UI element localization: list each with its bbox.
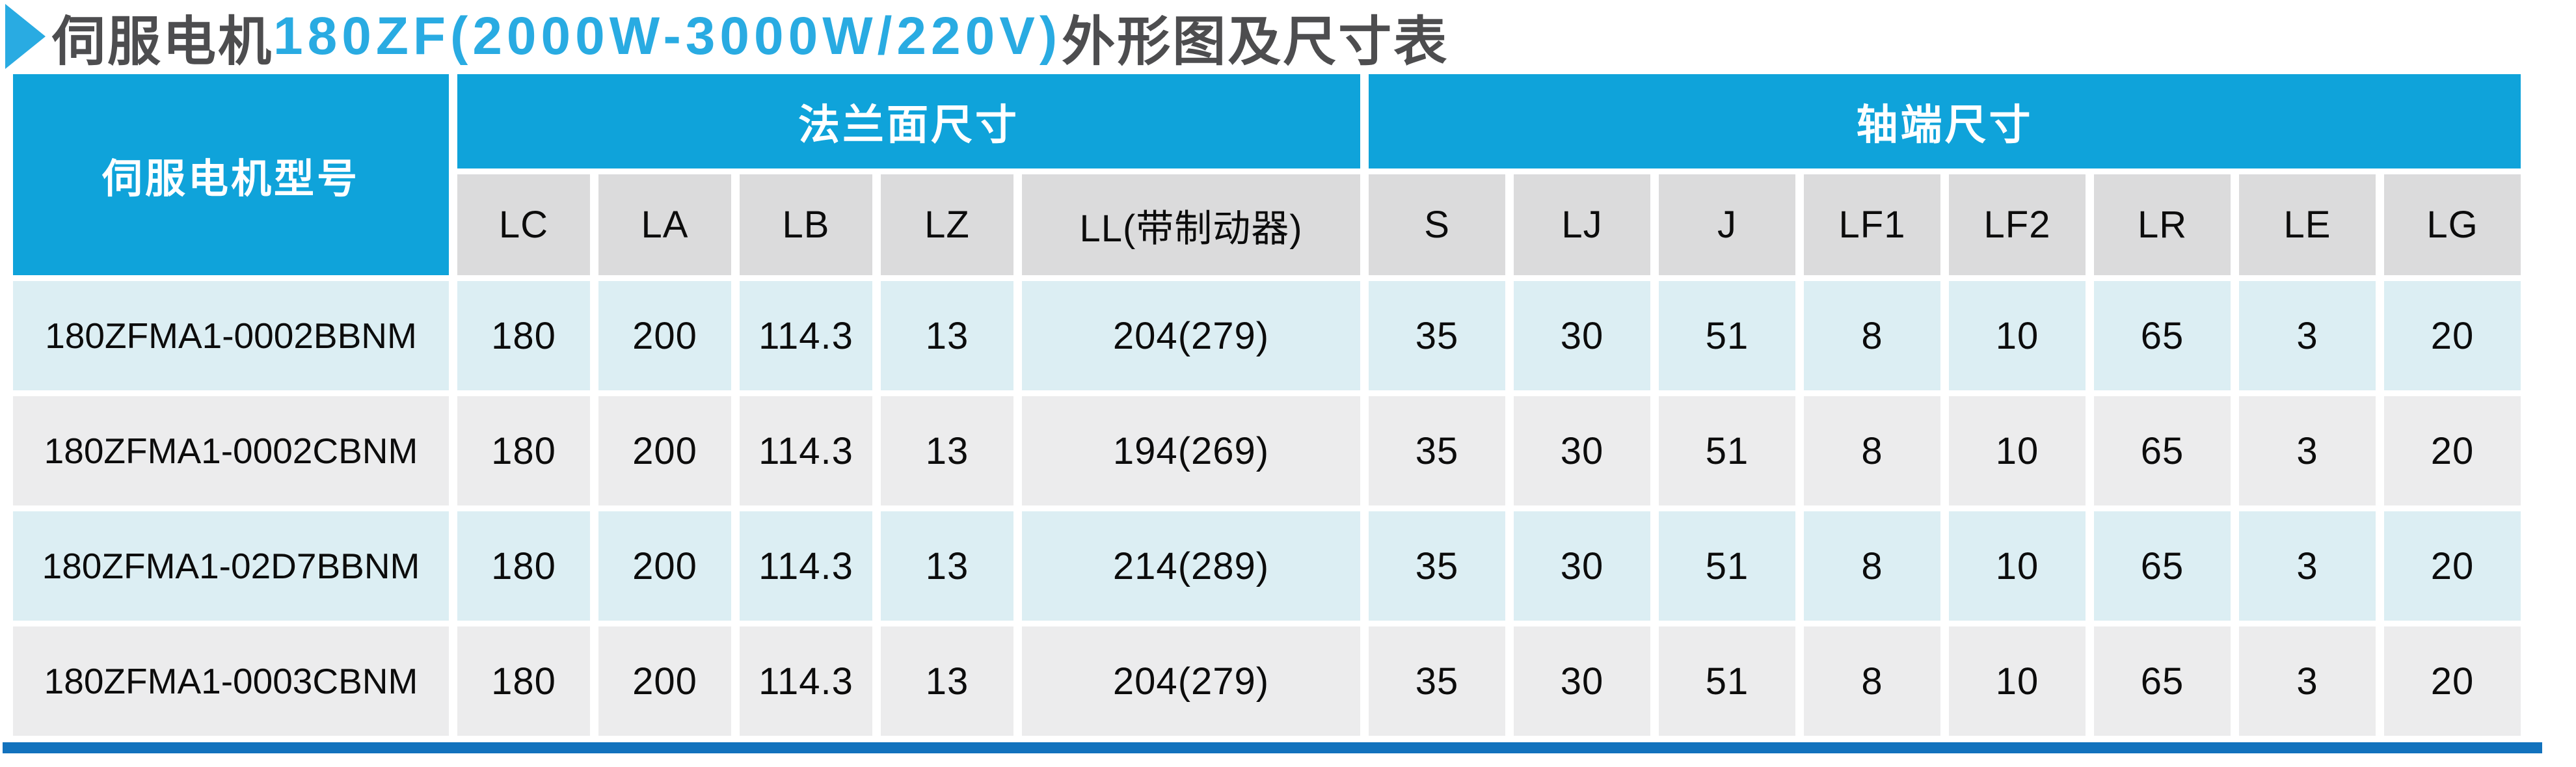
value-cell: 35 xyxy=(1369,626,1506,736)
value-cell: 51 xyxy=(1659,626,1796,736)
col-header-lf1: LF1 xyxy=(1804,174,1941,275)
value-cell: 114.3 xyxy=(740,511,872,621)
value-cell: 30 xyxy=(1514,396,1651,505)
value-cell: 214(289) xyxy=(1022,511,1361,621)
col-header-la: LA xyxy=(598,174,731,275)
table-group-header-row: 伺服电机型号 法兰面尺寸 轴端尺寸 xyxy=(13,74,2521,275)
value-cell: 3 xyxy=(2239,511,2376,621)
value-cell: 35 xyxy=(1369,511,1506,621)
value-cell: 30 xyxy=(1514,626,1651,736)
value-cell: 114.3 xyxy=(740,626,872,736)
page-title: 伺服电机 180ZF(2000W-3000W/220V) 外形图及尺寸表 xyxy=(5,0,1449,73)
value-cell: 180 xyxy=(457,281,590,390)
value-cell: 3 xyxy=(2239,281,2376,390)
value-cell: 20 xyxy=(2384,281,2521,390)
value-cell: 204(279) xyxy=(1022,281,1361,390)
table-row: 180ZFMA1-0002CBNM 180 200 114.3 13 194(2… xyxy=(13,396,2521,505)
model-cell: 180ZFMA1-0002CBNM xyxy=(13,396,449,505)
value-cell: 65 xyxy=(2094,281,2231,390)
value-cell: 3 xyxy=(2239,396,2376,505)
col-header-ll: LL(带制动器) xyxy=(1022,174,1361,275)
value-cell: 30 xyxy=(1514,511,1651,621)
value-cell: 200 xyxy=(598,281,731,390)
value-cell: 10 xyxy=(1949,626,2086,736)
value-cell: 13 xyxy=(881,396,1013,505)
table-row: 180ZFMA1-0003CBNM 180 200 114.3 13 204(2… xyxy=(13,626,2521,736)
col-header-s: S xyxy=(1369,174,1506,275)
col-header-lb: LB xyxy=(740,174,872,275)
col-header-lf2: LF2 xyxy=(1949,174,2086,275)
title-model-range: 180ZF(2000W-3000W/220V) xyxy=(273,7,1062,66)
value-cell: 114.3 xyxy=(740,396,872,505)
col-header-lg: LG xyxy=(2384,174,2521,275)
title-prefix: 伺服电机 xyxy=(52,12,274,72)
value-cell: 30 xyxy=(1514,281,1651,390)
value-cell: 13 xyxy=(881,511,1013,621)
table-subheader-row: LC LA LB LZ LL(带制动器) S LJ J LF1 LF2 LR L… xyxy=(13,174,2521,275)
value-cell: 180 xyxy=(457,396,590,505)
value-cell: 8 xyxy=(1804,396,1941,505)
value-cell: 20 xyxy=(2384,396,2521,505)
group-header-shaft: 轴端尺寸 xyxy=(1369,74,2521,168)
value-cell: 51 xyxy=(1659,511,1796,621)
model-cell: 180ZFMA1-0002BBNM xyxy=(13,281,449,390)
value-cell: 200 xyxy=(598,511,731,621)
value-cell: 10 xyxy=(1949,396,2086,505)
value-cell: 8 xyxy=(1804,626,1941,736)
col-header-le: LE xyxy=(2239,174,2376,275)
dimension-table: 伺服电机型号 法兰面尺寸 轴端尺寸 LC LA LB LZ LL(带制动器) S… xyxy=(5,68,2529,742)
value-cell: 13 xyxy=(881,281,1013,390)
value-cell: 10 xyxy=(1949,511,2086,621)
value-cell: 20 xyxy=(2384,626,2521,736)
col-header-lc: LC xyxy=(457,174,590,275)
col-header-j: J xyxy=(1659,174,1796,275)
value-cell: 204(279) xyxy=(1022,626,1361,736)
col-header-lz: LZ xyxy=(881,174,1013,275)
value-cell: 51 xyxy=(1659,281,1796,390)
value-cell: 180 xyxy=(457,626,590,736)
value-cell: 194(269) xyxy=(1022,396,1361,505)
bottom-accent-bar xyxy=(3,742,2542,753)
value-cell: 8 xyxy=(1804,511,1941,621)
value-cell: 8 xyxy=(1804,281,1941,390)
value-cell: 65 xyxy=(2094,396,2231,505)
value-cell: 10 xyxy=(1949,281,2086,390)
value-cell: 35 xyxy=(1369,396,1506,505)
group-header-flange: 法兰面尺寸 xyxy=(457,74,1361,168)
value-cell: 35 xyxy=(1369,281,1506,390)
model-cell: 180ZFMA1-02D7BBNM xyxy=(13,511,449,621)
value-cell: 180 xyxy=(457,511,590,621)
value-cell: 3 xyxy=(2239,626,2376,736)
value-cell: 114.3 xyxy=(740,281,872,390)
title-suffix: 外形图及尺寸表 xyxy=(1062,12,1449,72)
col-header-model: 伺服电机型号 xyxy=(13,74,449,275)
col-header-lj: LJ xyxy=(1514,174,1651,275)
value-cell: 51 xyxy=(1659,396,1796,505)
title-arrow-icon xyxy=(5,4,46,69)
value-cell: 20 xyxy=(2384,511,2521,621)
value-cell: 65 xyxy=(2094,511,2231,621)
col-header-lr: LR xyxy=(2094,174,2231,275)
value-cell: 13 xyxy=(881,626,1013,736)
model-cell: 180ZFMA1-0003CBNM xyxy=(13,626,449,736)
value-cell: 200 xyxy=(598,396,731,505)
table-row: 180ZFMA1-0002BBNM 180 200 114.3 13 204(2… xyxy=(13,281,2521,390)
value-cell: 200 xyxy=(598,626,731,736)
value-cell: 65 xyxy=(2094,626,2231,736)
table-row: 180ZFMA1-02D7BBNM 180 200 114.3 13 214(2… xyxy=(13,511,2521,621)
